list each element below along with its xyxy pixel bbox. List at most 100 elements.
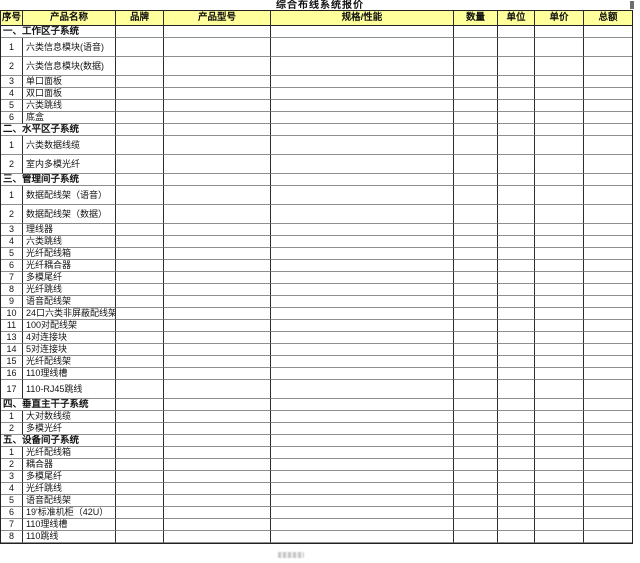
unit-cell[interactable]	[498, 344, 535, 356]
price-cell[interactable]	[535, 344, 584, 356]
price-cell[interactable]	[535, 332, 584, 344]
qty-cell[interactable]	[454, 519, 498, 531]
price-cell[interactable]	[535, 507, 584, 519]
qty-cell[interactable]	[454, 272, 498, 284]
brand-cell[interactable]	[116, 38, 164, 57]
spec-cell[interactable]	[271, 308, 454, 320]
unit-cell[interactable]	[498, 124, 535, 136]
model-cell[interactable]	[164, 380, 271, 399]
spec-cell[interactable]	[271, 224, 454, 236]
total-cell[interactable]	[584, 124, 632, 136]
unit-cell[interactable]	[498, 447, 535, 459]
price-cell[interactable]	[535, 174, 584, 186]
brand-cell[interactable]	[116, 224, 164, 236]
unit-cell[interactable]	[498, 519, 535, 531]
model-cell[interactable]	[164, 296, 271, 308]
price-cell[interactable]	[535, 272, 584, 284]
price-cell[interactable]	[535, 380, 584, 399]
qty-cell[interactable]	[454, 57, 498, 76]
model-cell[interactable]	[164, 459, 271, 471]
brand-cell[interactable]	[116, 88, 164, 100]
unit-cell[interactable]	[498, 380, 535, 399]
unit-cell[interactable]	[498, 136, 535, 155]
spec-cell[interactable]	[271, 531, 454, 543]
model-cell[interactable]	[164, 186, 271, 205]
brand-cell[interactable]	[116, 236, 164, 248]
spec-cell[interactable]	[271, 296, 454, 308]
brand-cell[interactable]	[116, 100, 164, 112]
unit-cell[interactable]	[498, 296, 535, 308]
brand-cell[interactable]	[116, 332, 164, 344]
brand-cell[interactable]	[116, 380, 164, 399]
total-cell[interactable]	[584, 495, 632, 507]
total-cell[interactable]	[584, 186, 632, 205]
price-cell[interactable]	[535, 308, 584, 320]
model-cell[interactable]	[164, 124, 271, 136]
brand-cell[interactable]	[116, 260, 164, 272]
qty-cell[interactable]	[454, 423, 498, 435]
spec-cell[interactable]	[271, 26, 454, 38]
total-cell[interactable]	[584, 308, 632, 320]
spec-cell[interactable]	[271, 423, 454, 435]
qty-cell[interactable]	[454, 507, 498, 519]
total-cell[interactable]	[584, 26, 632, 38]
unit-cell[interactable]	[498, 332, 535, 344]
model-cell[interactable]	[164, 205, 271, 224]
price-cell[interactable]	[535, 57, 584, 76]
spec-cell[interactable]	[271, 495, 454, 507]
model-cell[interactable]	[164, 174, 271, 186]
model-cell[interactable]	[164, 308, 271, 320]
brand-cell[interactable]	[116, 284, 164, 296]
price-cell[interactable]	[535, 186, 584, 205]
unit-cell[interactable]	[498, 320, 535, 332]
qty-cell[interactable]	[454, 38, 498, 57]
price-cell[interactable]	[535, 155, 584, 174]
unit-cell[interactable]	[498, 459, 535, 471]
price-cell[interactable]	[535, 356, 584, 368]
spec-cell[interactable]	[271, 284, 454, 296]
total-cell[interactable]	[584, 471, 632, 483]
total-cell[interactable]	[584, 236, 632, 248]
qty-cell[interactable]	[454, 112, 498, 124]
qty-cell[interactable]	[454, 368, 498, 380]
unit-cell[interactable]	[498, 308, 535, 320]
model-cell[interactable]	[164, 471, 271, 483]
price-cell[interactable]	[535, 26, 584, 38]
brand-cell[interactable]	[116, 411, 164, 423]
spec-cell[interactable]	[271, 519, 454, 531]
qty-cell[interactable]	[454, 174, 498, 186]
spec-cell[interactable]	[271, 356, 454, 368]
total-cell[interactable]	[584, 411, 632, 423]
spec-cell[interactable]	[271, 112, 454, 124]
unit-cell[interactable]	[498, 26, 535, 38]
price-cell[interactable]	[535, 205, 584, 224]
price-cell[interactable]	[535, 100, 584, 112]
price-cell[interactable]	[535, 224, 584, 236]
unit-cell[interactable]	[498, 411, 535, 423]
model-cell[interactable]	[164, 368, 271, 380]
spec-cell[interactable]	[271, 205, 454, 224]
total-cell[interactable]	[584, 38, 632, 57]
unit-cell[interactable]	[498, 423, 535, 435]
spec-cell[interactable]	[271, 186, 454, 205]
model-cell[interactable]	[164, 224, 271, 236]
brand-cell[interactable]	[116, 136, 164, 155]
total-cell[interactable]	[584, 507, 632, 519]
total-cell[interactable]	[584, 435, 632, 447]
model-cell[interactable]	[164, 236, 271, 248]
price-cell[interactable]	[535, 495, 584, 507]
brand-cell[interactable]	[116, 459, 164, 471]
price-cell[interactable]	[535, 124, 584, 136]
spec-cell[interactable]	[271, 332, 454, 344]
price-cell[interactable]	[535, 236, 584, 248]
spec-cell[interactable]	[271, 459, 454, 471]
brand-cell[interactable]	[116, 344, 164, 356]
unit-cell[interactable]	[498, 495, 535, 507]
total-cell[interactable]	[584, 174, 632, 186]
price-cell[interactable]	[535, 423, 584, 435]
unit-cell[interactable]	[498, 236, 535, 248]
price-cell[interactable]	[535, 435, 584, 447]
model-cell[interactable]	[164, 507, 271, 519]
spec-cell[interactable]	[271, 380, 454, 399]
spec-cell[interactable]	[271, 136, 454, 155]
